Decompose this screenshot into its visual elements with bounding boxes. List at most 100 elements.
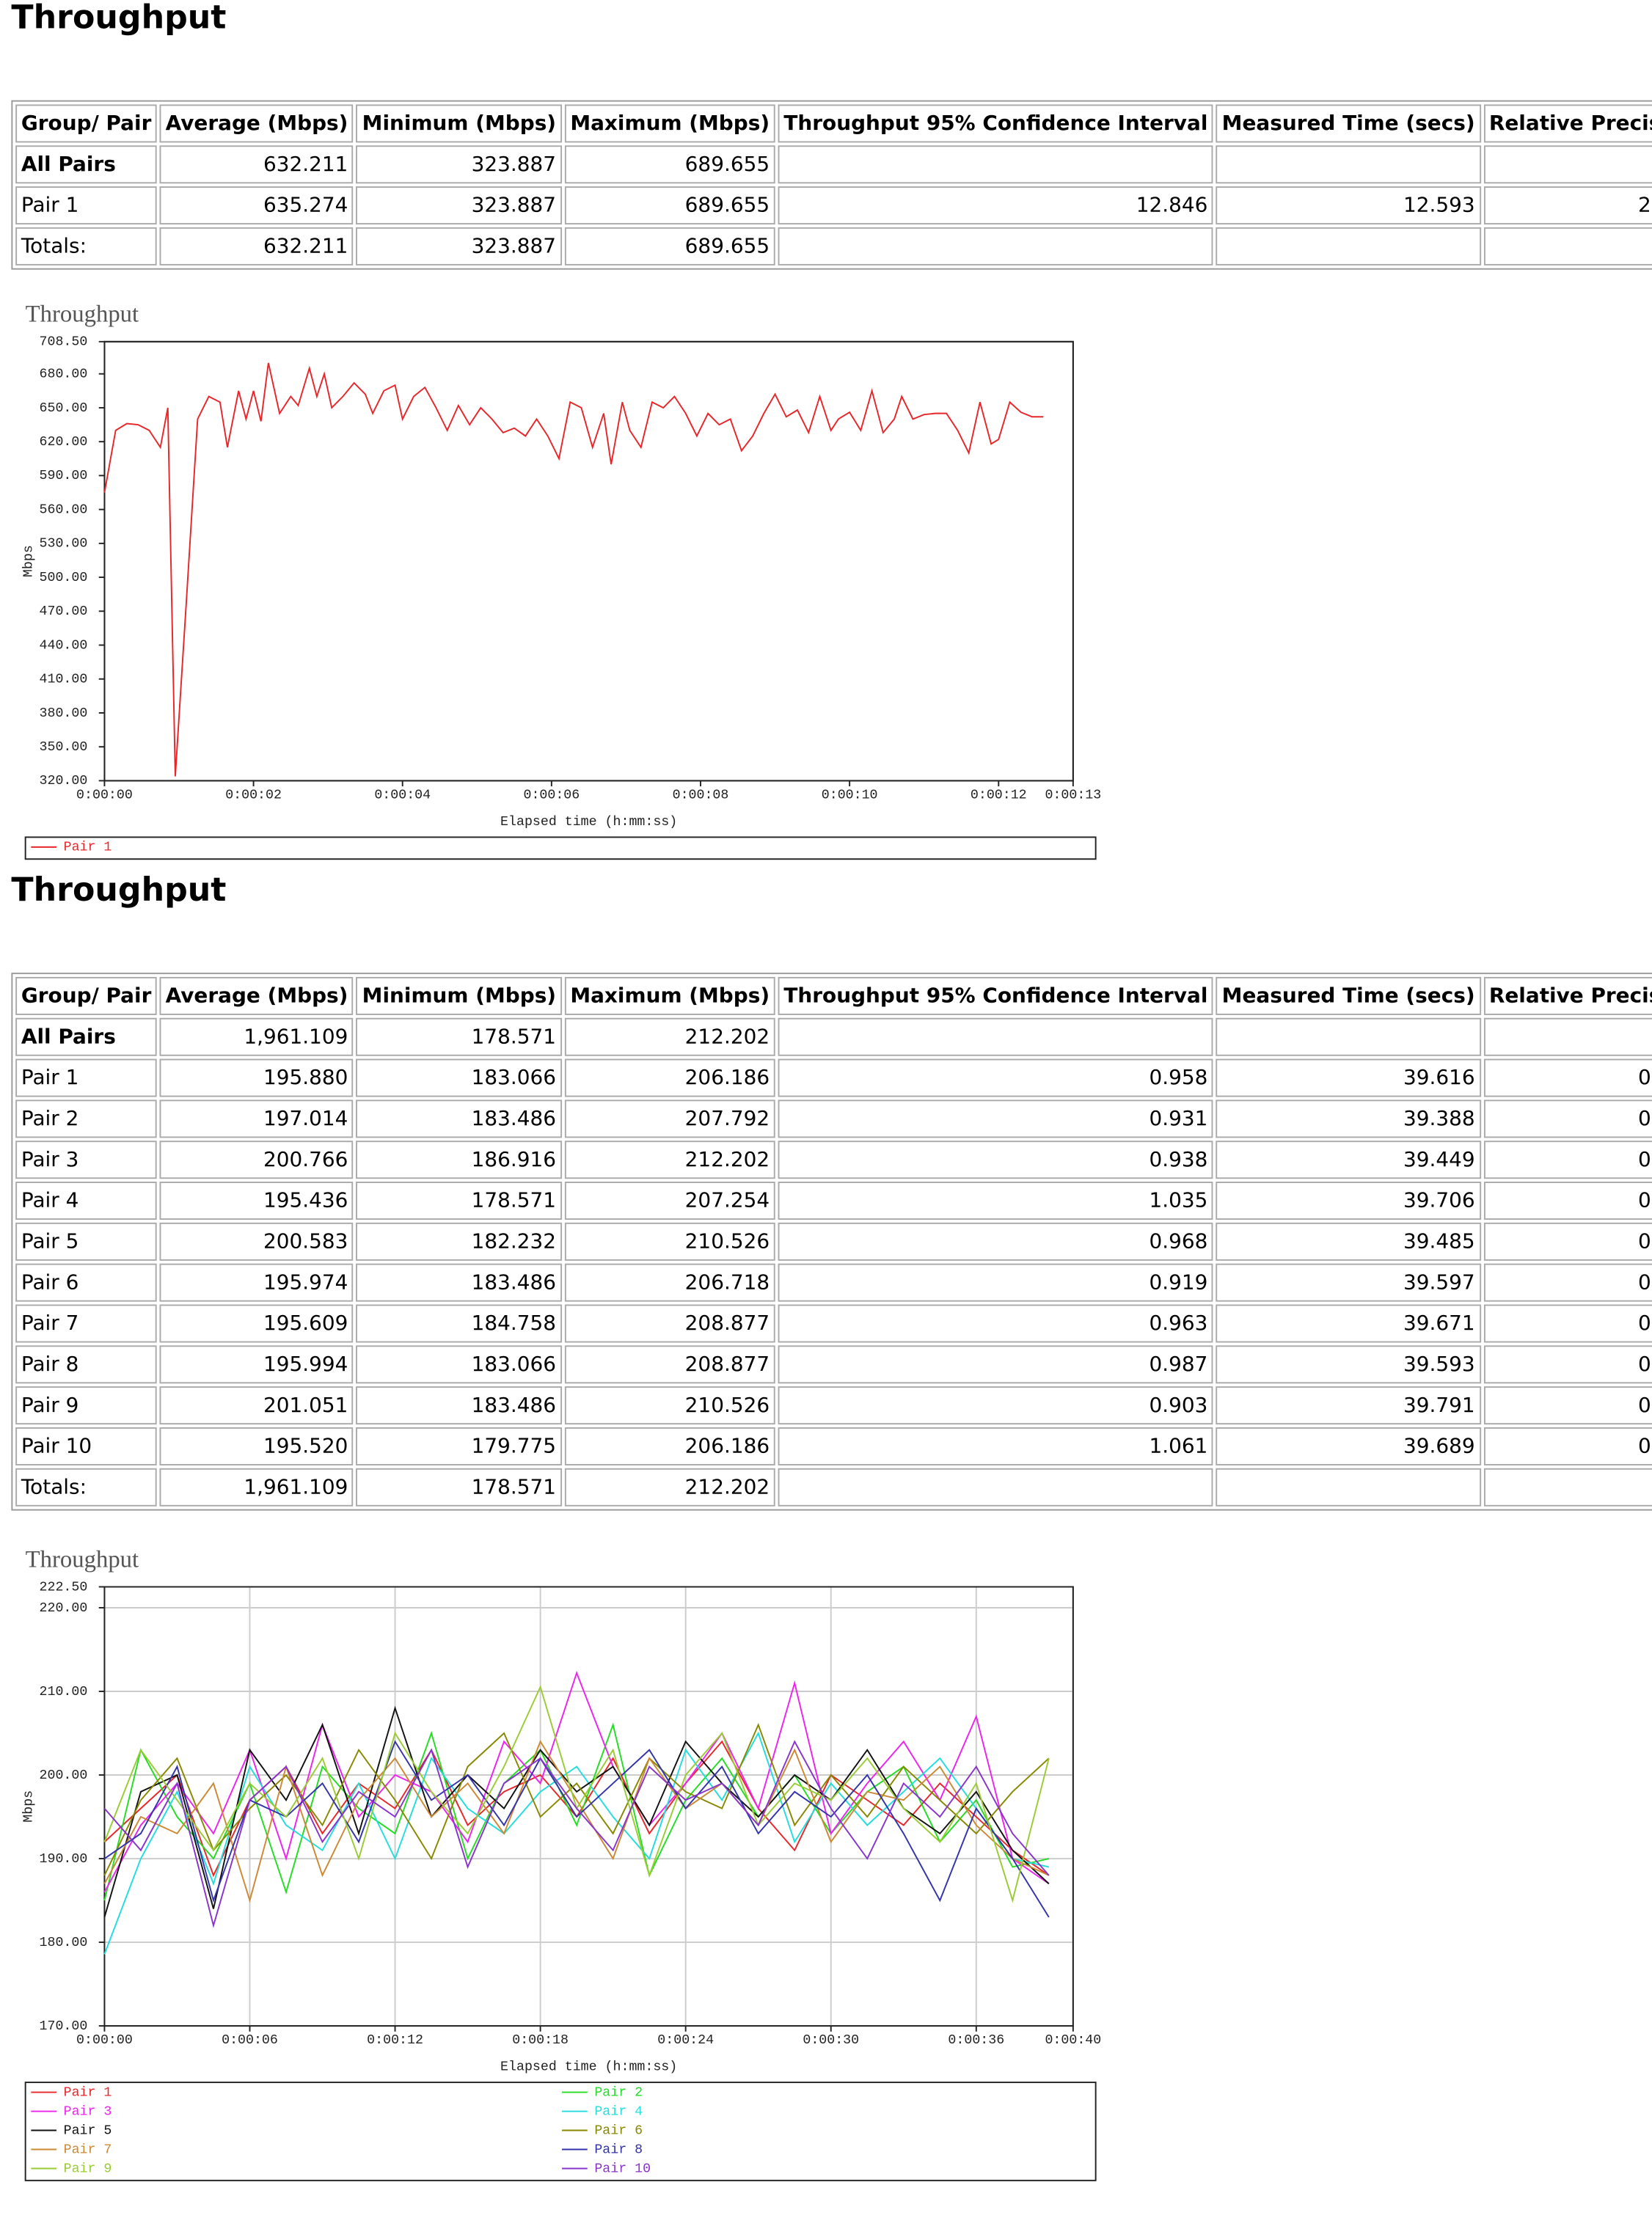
table-cell: 208.877 <box>564 1304 775 1343</box>
header-cell: Relative Precision <box>1483 104 1652 143</box>
table-cell: 39.388 <box>1216 1099 1481 1138</box>
table-cell: 39.689 <box>1216 1427 1481 1465</box>
y-tick-label: 530.00 <box>40 537 88 552</box>
y-tick-label: 320.00 <box>40 774 88 788</box>
y-tick-label: 170.00 <box>40 2019 88 2034</box>
series-line <box>103 1740 1050 1918</box>
table-cell: 39.671 <box>1216 1304 1481 1343</box>
table-cell: 0.483 <box>1483 1222 1652 1261</box>
series-line <box>103 1705 1050 1918</box>
legend-label: Pair 6 <box>594 2123 643 2138</box>
table-cell: Totals: <box>15 1468 158 1507</box>
table-cell: Pair 2 <box>15 1099 158 1138</box>
table-row: Pair 4195.436178.571207.2541.03539.7060.… <box>15 1182 1652 1220</box>
legend-label: Pair 10 <box>594 2162 651 2176</box>
y-tick-label: 410.00 <box>40 673 88 687</box>
legend-label: Pair 9 <box>64 2162 112 2176</box>
table-cell: 182.232 <box>356 1222 562 1261</box>
table-cell: Totals: <box>15 227 158 266</box>
x-tick-label: 0:00:02 <box>225 788 282 802</box>
y-tick-label: 190.00 <box>40 1852 88 1867</box>
table-cell: 689.655 <box>564 227 775 266</box>
table-cell: 323.887 <box>356 227 562 266</box>
data-table: Group/ Pair Average (Mbps) Minimum (Mbps) M… <box>11 973 1652 1511</box>
table-cell <box>1483 227 1652 266</box>
header-cell: Relative Precision <box>1483 976 1652 1015</box>
table-cell: 197.014 <box>159 1099 354 1138</box>
table-cell: 0.963 <box>778 1304 1214 1343</box>
table-row: Pair 2197.014183.486207.7920.93139.3880.… <box>15 1099 1652 1138</box>
table-cell: 0.958 <box>778 1058 1214 1097</box>
y-tick-label: 620.00 <box>40 435 88 450</box>
x-tick-label: 0:00:40 <box>1045 2033 1101 2048</box>
table-cell: All Pairs <box>15 145 158 184</box>
table-cell: 1,961.109 <box>159 1017 354 1056</box>
table-cell: 39.485 <box>1216 1222 1481 1261</box>
plot-frame <box>103 1586 1074 2027</box>
y-tick-label: 180.00 <box>40 1936 88 1950</box>
x-tick-label: 0:00:36 <box>948 2033 1004 2048</box>
table-cell: 183.066 <box>356 1058 562 1097</box>
table-row: All Pairs 1,961.109 178.571 212.202 <box>15 1017 1652 1056</box>
table-cell <box>1483 145 1652 184</box>
table-row: All Pairs 632.211 323.887 689.655 <box>15 145 1652 184</box>
table-row: Pair 8195.994183.066208.8770.98739.5930.… <box>15 1345 1652 1384</box>
x-tick-label: 0:00:30 <box>803 2033 859 2048</box>
table-cell: 178.571 <box>356 1182 562 1220</box>
header-cell: Minimum (Mbps) <box>356 104 562 143</box>
series-line <box>103 1723 1050 1876</box>
section-title: Throughput <box>11 872 227 909</box>
y-tick-label: 708.50 <box>40 335 88 350</box>
table-cell: 206.186 <box>564 1058 775 1097</box>
table-cell <box>1483 1017 1652 1056</box>
table-cell: 0.987 <box>778 1345 1214 1384</box>
header-cell: Throughput 95% Confidence Interval <box>778 976 1214 1015</box>
table-cell: 195.520 <box>159 1427 354 1465</box>
table-cell: 635.274 <box>159 186 354 225</box>
table-cell: 39.593 <box>1216 1345 1481 1384</box>
x-tick-label: 0:00:24 <box>657 2033 714 2048</box>
y-tick-label: 470.00 <box>40 604 88 619</box>
table-cell: 195.436 <box>159 1182 354 1220</box>
y-tick-label: 350.00 <box>40 740 88 755</box>
table-cell: 200.766 <box>159 1141 354 1179</box>
header-cell: Minimum (Mbps) <box>356 976 562 1015</box>
table-cell: All Pairs <box>15 1017 158 1056</box>
x-axis-label: Elapsed time (h:mm:ss) <box>500 2060 677 2075</box>
table-cell <box>1216 145 1481 184</box>
plot-area <box>103 340 1074 782</box>
table-cell: 195.994 <box>159 1345 354 1384</box>
y-axis-label: Mbps <box>21 1790 36 1823</box>
table-row: Pair 7195.609184.758208.8770.96339.6710.… <box>15 1304 1652 1343</box>
series-line <box>103 1740 1050 1903</box>
table-cell: 2.022 <box>1483 186 1652 225</box>
table-row: Pair 10 195.520 179.775 206.186 1.061 39.689 0… <box>15 1427 1652 1465</box>
x-tick-label: 0:00:06 <box>523 788 580 802</box>
table-cell: 206.718 <box>564 1263 775 1302</box>
legend-label: Pair 4 <box>594 2104 643 2119</box>
table-cell: 179.775 <box>356 1427 562 1465</box>
table-cell: Pair 10 <box>15 1427 158 1465</box>
header-cell: Maximum (Mbps) <box>564 976 775 1015</box>
header-cell: Average (Mbps) <box>159 976 354 1015</box>
y-tick-label: 210.00 <box>40 1685 88 1699</box>
table-row: Pair 1 635.274 323.887 689.655 12.846 12.593 2… <box>15 186 1652 225</box>
chart: Throughput 170.00 180.00 190.00 200.00 210.00… <box>21 1546 1101 2181</box>
x-tick-label: 0:00:04 <box>374 788 431 802</box>
table-cell: 12.846 <box>778 186 1214 225</box>
legend-label: Pair 5 <box>64 2123 112 2138</box>
table-cell: 178.571 <box>356 1017 562 1056</box>
table-cell: 184.758 <box>356 1304 562 1343</box>
legend-label: Pair 2 <box>594 2085 643 2100</box>
table-cell: 178.571 <box>356 1468 562 1507</box>
table-cell: 39.449 <box>1216 1141 1481 1179</box>
chart-title: Throughput <box>26 1546 139 1573</box>
chart: Throughput 320.00 350.00 380.00 410.00 440.00… <box>21 301 1101 860</box>
section-title: Throughput <box>11 0 227 37</box>
table-cell: 0.492 <box>1483 1304 1652 1343</box>
table-cell: 212.202 <box>564 1468 775 1507</box>
table-cell: 201.051 <box>159 1386 354 1425</box>
table-cell: 183.066 <box>356 1345 562 1384</box>
y-tick-label: 220.00 <box>40 1601 88 1616</box>
